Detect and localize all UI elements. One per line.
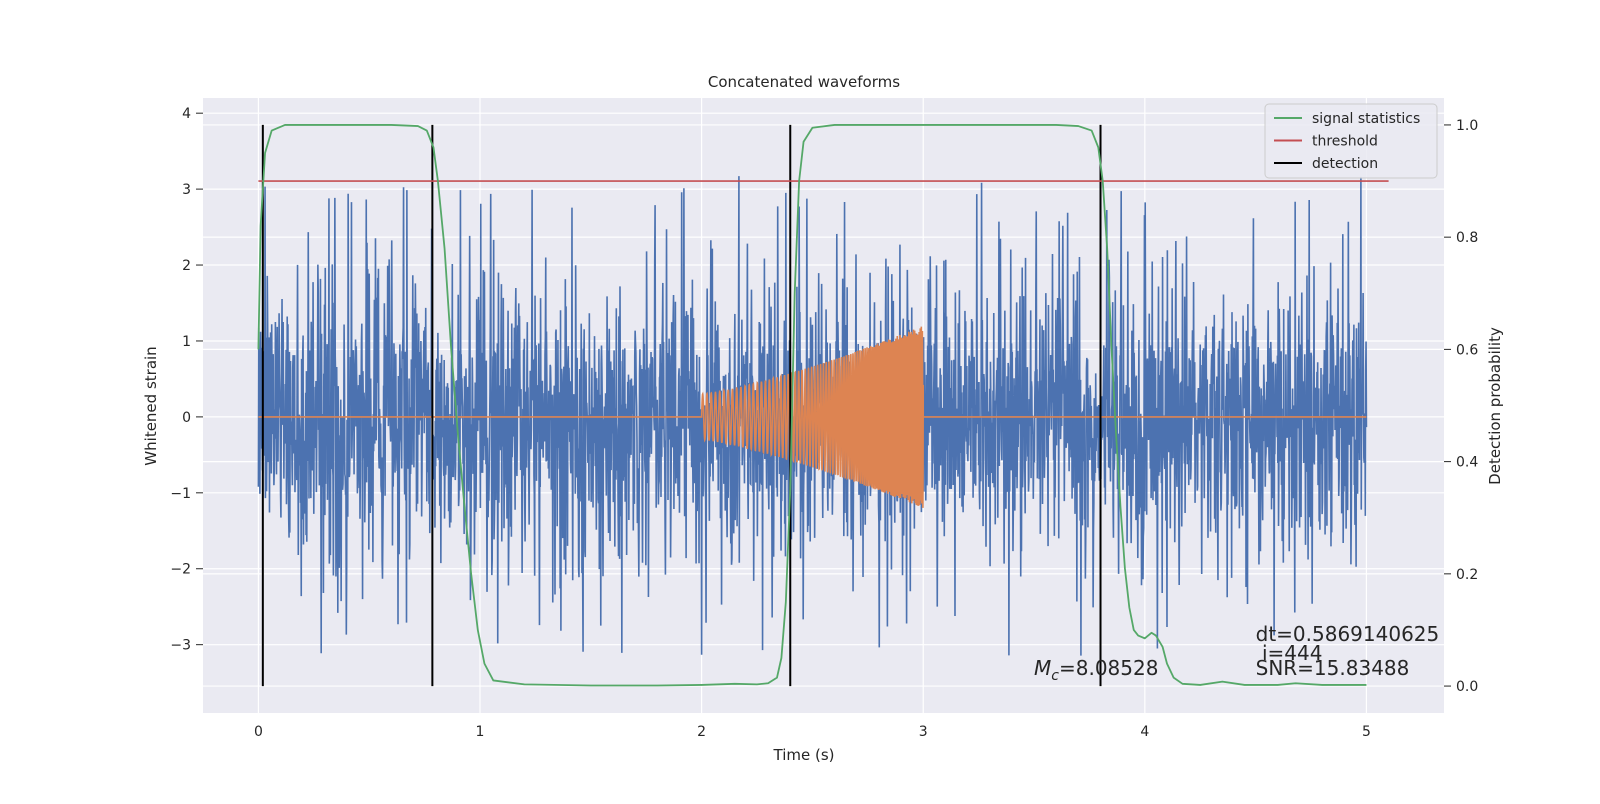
annotation-i: i=444 [1256, 641, 1323, 665]
x-tick-label: 0 [254, 724, 263, 740]
y-tick-label: −3 [170, 638, 191, 654]
legend-label: signal statistics [1312, 111, 1420, 127]
x-tick-label: 4 [1140, 724, 1149, 740]
chart-title: Concatenated waveforms [708, 73, 900, 91]
signal-statistics-line [257, 124, 1367, 687]
x-tick-label: 5 [1362, 724, 1371, 740]
y2-tick-label: 0.4 [1456, 455, 1478, 471]
legend-box [1264, 103, 1438, 179]
x-tick-label: 3 [919, 724, 928, 740]
chirp-series-line [258, 326, 1367, 508]
annotation-subscript: c [1051, 668, 1059, 684]
annotation-layer: Mc=8.08528 dt=0.5869140625 i=444SNR=15.83… [1034, 622, 1439, 684]
tick-layer: 0 1 2 3 4 5 −3 −2 −1 0 1 2 3 4 0.0 0.2 0.4 0.6 0.8 1.0 [170, 106, 1478, 740]
y-tick-label: 0 [182, 410, 191, 426]
y-tick-label: 1 [182, 334, 191, 350]
legend: signal statistics threshold detection [1264, 103, 1438, 179]
x-tick-label: 2 [697, 724, 706, 740]
y2-axis-label: Detection probability [1486, 327, 1504, 485]
y-tick-label: 3 [182, 182, 191, 198]
annotation-snr: SNR=15.83488 [1256, 656, 1410, 680]
y-tick-label: −1 [170, 486, 191, 502]
y2-tick-label: 1.0 [1456, 118, 1478, 134]
annotation-symbol: M [1034, 656, 1051, 680]
x-axis-label: Time (s) [773, 746, 835, 764]
x-tick-label: 1 [476, 724, 485, 740]
data-layer [257, 124, 1389, 687]
y-tick-label: 4 [182, 106, 191, 122]
annotation-mc: Mc=8.08528 [1034, 656, 1158, 684]
legend-label: detection [1312, 156, 1378, 172]
y2-tick-label: 0.6 [1456, 342, 1478, 358]
y-tick-label: 2 [182, 258, 191, 274]
legend-label: threshold [1312, 134, 1378, 150]
y-tick-label: −2 [170, 562, 191, 578]
annotation-value: =8.08528 [1059, 656, 1158, 680]
y-axis-label: Whitened strain [142, 346, 160, 465]
y2-tick-label: 0.8 [1456, 230, 1478, 246]
annotation-dt: dt=0.5869140625 [1256, 622, 1440, 646]
y2-tick-label: 0.2 [1456, 567, 1478, 583]
strain-series-line [257, 176, 1368, 656]
y2-tick-label: 0.0 [1456, 679, 1478, 695]
